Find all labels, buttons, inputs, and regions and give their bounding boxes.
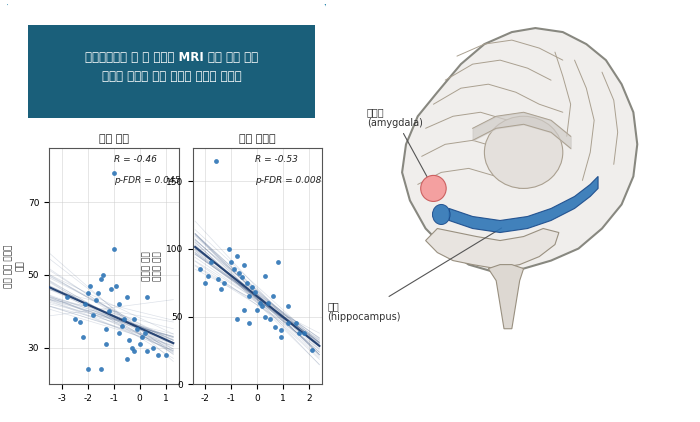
Point [111, 282, 122, 289]
Point [95, 275, 106, 282]
Text: 편도체
(amygdala): 편도체 (amygdala) [367, 107, 432, 186]
Point [244, 293, 255, 300]
Point [83, 290, 94, 297]
Point [290, 320, 302, 327]
Point [298, 329, 309, 336]
Polygon shape [426, 229, 559, 269]
Point [116, 322, 127, 329]
Point [147, 344, 158, 351]
Text: 해마
(hippocampus): 해마 (hippocampus) [328, 228, 502, 322]
Text: R = -0.46: R = -0.46 [113, 155, 157, 164]
Point [225, 259, 237, 266]
Point [210, 158, 221, 165]
Point [136, 333, 148, 340]
Point [80, 300, 91, 307]
Point [108, 170, 119, 176]
Point [100, 326, 111, 333]
Point [118, 315, 130, 322]
Point [98, 272, 109, 279]
Point [275, 327, 286, 333]
Polygon shape [449, 176, 598, 233]
Point [216, 286, 227, 293]
Point [103, 308, 114, 315]
Point [126, 344, 137, 351]
Text: p-FDR = 0.008: p-FDR = 0.008 [255, 176, 321, 185]
Point [283, 302, 294, 309]
Point [85, 282, 96, 289]
Point [195, 266, 206, 273]
Point [236, 274, 247, 281]
Point [200, 279, 211, 286]
Ellipse shape [484, 116, 563, 188]
Point [275, 333, 286, 340]
Point [267, 293, 279, 300]
Point [62, 293, 73, 300]
Point [113, 300, 125, 307]
Point [293, 329, 304, 336]
Point [265, 316, 276, 322]
Point [249, 289, 260, 295]
Point [257, 302, 268, 309]
Point [202, 273, 214, 279]
Point [95, 366, 106, 373]
Point [92, 290, 104, 297]
Point [228, 266, 239, 273]
FancyBboxPatch shape [17, 22, 326, 122]
Point [262, 300, 273, 306]
Point [231, 316, 242, 322]
Point [160, 352, 172, 358]
Point [270, 324, 281, 331]
Point [142, 348, 153, 354]
Point [231, 252, 242, 259]
Point [239, 306, 250, 313]
Point [241, 279, 253, 286]
Point [152, 352, 163, 358]
Point [223, 246, 235, 252]
Point [121, 293, 132, 300]
Point [69, 315, 80, 322]
Text: 전기경련요법 후 뇌 회색질 MRI 영상 질감 지표
변화와 조현병 증상 심각도 변화의 연관성: 전기경련요법 후 뇌 회색질 MRI 영상 질감 지표 변화와 조현병 증상 심… [85, 51, 258, 83]
Point [213, 275, 224, 282]
Point [306, 347, 317, 354]
Point [254, 300, 265, 306]
Polygon shape [402, 28, 637, 273]
Point [113, 330, 125, 336]
Point [83, 366, 94, 373]
Point [205, 259, 216, 266]
Point [74, 319, 85, 326]
Point [129, 348, 140, 354]
Point [124, 337, 135, 344]
Point [272, 259, 284, 266]
Point [100, 341, 111, 347]
Point [244, 320, 255, 327]
Point [252, 306, 263, 313]
Point [239, 262, 250, 268]
Point [77, 333, 88, 340]
Title: 우측 편도체: 우측 편도체 [239, 134, 276, 144]
Point [88, 311, 99, 318]
Point [142, 293, 153, 300]
Ellipse shape [433, 204, 450, 225]
Point [129, 315, 140, 322]
Point [90, 297, 101, 304]
Text: p-FDR = 0.045: p-FDR = 0.045 [113, 176, 180, 185]
Text: R = -0.53: R = -0.53 [255, 155, 298, 164]
Point [283, 320, 294, 327]
Point [121, 355, 132, 362]
Polygon shape [489, 265, 524, 329]
Point [108, 246, 119, 253]
Point [106, 286, 117, 293]
Point [246, 284, 258, 290]
Y-axis label: 조현병 증상
심각도 변화: 조현병 증상 심각도 변화 [142, 251, 163, 281]
Point [218, 279, 229, 286]
Point [260, 313, 271, 320]
Point [139, 330, 150, 336]
Point [132, 326, 143, 333]
Y-axis label: 일반 증상 심각도
변화: 일반 증상 심각도 변화 [4, 244, 25, 287]
Point [260, 273, 271, 279]
Point [234, 270, 245, 277]
Ellipse shape [421, 176, 446, 201]
Title: 좌측 헤마: 좌측 헤마 [99, 134, 129, 144]
Point [134, 341, 146, 347]
